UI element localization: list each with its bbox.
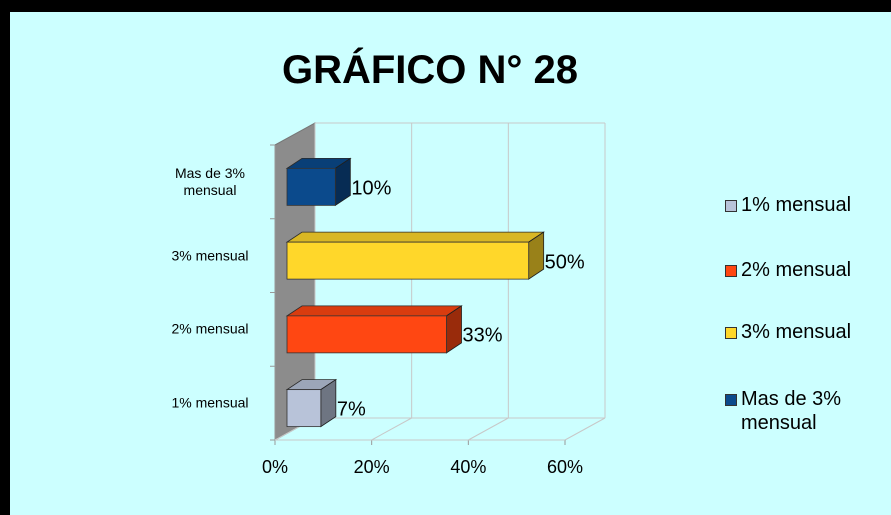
data-label: 7% [336, 398, 366, 421]
legend-item: 2% mensual [725, 258, 866, 282]
data-label: 50% [544, 251, 585, 274]
bar [286, 315, 447, 354]
data-label: 33% [462, 324, 503, 347]
legend-swatch [725, 265, 737, 277]
grid-line [371, 417, 412, 441]
legend-swatch [725, 394, 737, 406]
legend-label: 1% mensual [741, 194, 852, 216]
x-tick-label: 0% [261, 457, 288, 477]
bar [286, 167, 336, 206]
legend-item: Mas de 3% mensual [725, 387, 866, 435]
y-tick-label: 3% mensual [171, 247, 249, 264]
y-tick-label: 1% mensual [171, 394, 249, 411]
data-label: 10% [351, 177, 392, 200]
x-tick-label: 40% [450, 457, 487, 477]
grid-line [564, 417, 606, 441]
bar-top [285, 305, 463, 317]
bar [286, 241, 530, 280]
legend-item: 1% mensual [725, 193, 866, 217]
legend-label: Mas de 3% mensual [741, 388, 842, 434]
chart-title: GRÁFICO N° 28 [281, 48, 579, 92]
bar [286, 389, 322, 428]
grid-line [468, 417, 509, 441]
legend-item: 3% mensual [725, 320, 866, 344]
legend-label: 2% mensual [741, 259, 852, 281]
bar-top [285, 231, 545, 243]
legend-label: 3% mensual [741, 321, 852, 343]
y-tick-label: Mas de 3% mensual [174, 164, 246, 198]
y-tick-label: 2% mensual [171, 320, 249, 337]
x-tick-label: 60% [546, 457, 584, 477]
legend-swatch [725, 200, 737, 212]
legend-swatch [725, 327, 737, 339]
x-tick-label: 20% [353, 457, 390, 477]
